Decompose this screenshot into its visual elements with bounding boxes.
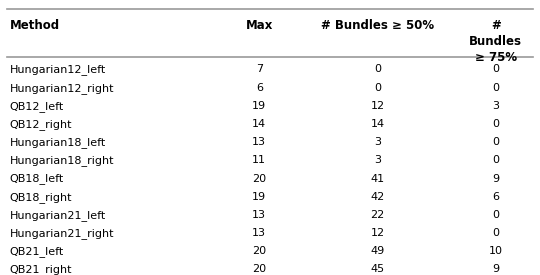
Text: 20: 20 xyxy=(252,265,266,274)
Text: Method: Method xyxy=(9,19,59,32)
Text: 42: 42 xyxy=(370,192,384,202)
Text: 14: 14 xyxy=(252,119,266,129)
Text: # Bundles ≥ 50%: # Bundles ≥ 50% xyxy=(321,19,434,32)
Text: Max: Max xyxy=(246,19,273,32)
Text: 0: 0 xyxy=(492,137,499,147)
Text: 6: 6 xyxy=(492,192,499,202)
Text: #
Bundles
≥ 75%: # Bundles ≥ 75% xyxy=(469,19,522,64)
Text: 10: 10 xyxy=(489,246,503,256)
Text: QB18_right: QB18_right xyxy=(9,192,72,203)
Text: 19: 19 xyxy=(252,101,266,111)
Text: 7: 7 xyxy=(256,65,263,75)
Text: 41: 41 xyxy=(370,174,384,183)
Text: 9: 9 xyxy=(492,265,499,274)
Text: 13: 13 xyxy=(252,210,266,220)
Text: Hungarian12_right: Hungarian12_right xyxy=(9,83,114,94)
Text: 20: 20 xyxy=(252,174,266,183)
Text: 19: 19 xyxy=(252,192,266,202)
Text: 3: 3 xyxy=(492,101,499,111)
Text: 3: 3 xyxy=(374,155,381,165)
Text: 0: 0 xyxy=(374,83,381,93)
Text: Hungarian18_right: Hungarian18_right xyxy=(9,155,114,166)
Text: 49: 49 xyxy=(370,246,384,256)
Text: QB12_left: QB12_left xyxy=(9,101,64,112)
Text: 0: 0 xyxy=(492,65,499,75)
Text: 20: 20 xyxy=(252,246,266,256)
Text: 9: 9 xyxy=(492,174,499,183)
Text: 0: 0 xyxy=(374,65,381,75)
Text: 0: 0 xyxy=(492,155,499,165)
Text: QB12_right: QB12_right xyxy=(9,119,72,130)
Text: 0: 0 xyxy=(492,119,499,129)
Text: 0: 0 xyxy=(492,228,499,238)
Text: 22: 22 xyxy=(370,210,384,220)
Text: QB18_left: QB18_left xyxy=(9,174,64,185)
Text: 14: 14 xyxy=(370,119,384,129)
Text: 13: 13 xyxy=(252,137,266,147)
Text: QB21_left: QB21_left xyxy=(9,246,64,257)
Text: 6: 6 xyxy=(256,83,263,93)
Text: Hungarian21_right: Hungarian21_right xyxy=(9,228,114,239)
Text: 11: 11 xyxy=(252,155,266,165)
Text: QB21_right: QB21_right xyxy=(9,265,72,275)
Text: 3: 3 xyxy=(374,137,381,147)
Text: 12: 12 xyxy=(370,101,384,111)
Text: 0: 0 xyxy=(492,83,499,93)
Text: 12: 12 xyxy=(370,228,384,238)
Text: 13: 13 xyxy=(252,228,266,238)
Text: Hungarian12_left: Hungarian12_left xyxy=(9,65,106,75)
Text: 0: 0 xyxy=(492,210,499,220)
Text: Hungarian21_left: Hungarian21_left xyxy=(9,210,106,221)
Text: 45: 45 xyxy=(370,265,384,274)
Text: Hungarian18_left: Hungarian18_left xyxy=(9,137,106,148)
